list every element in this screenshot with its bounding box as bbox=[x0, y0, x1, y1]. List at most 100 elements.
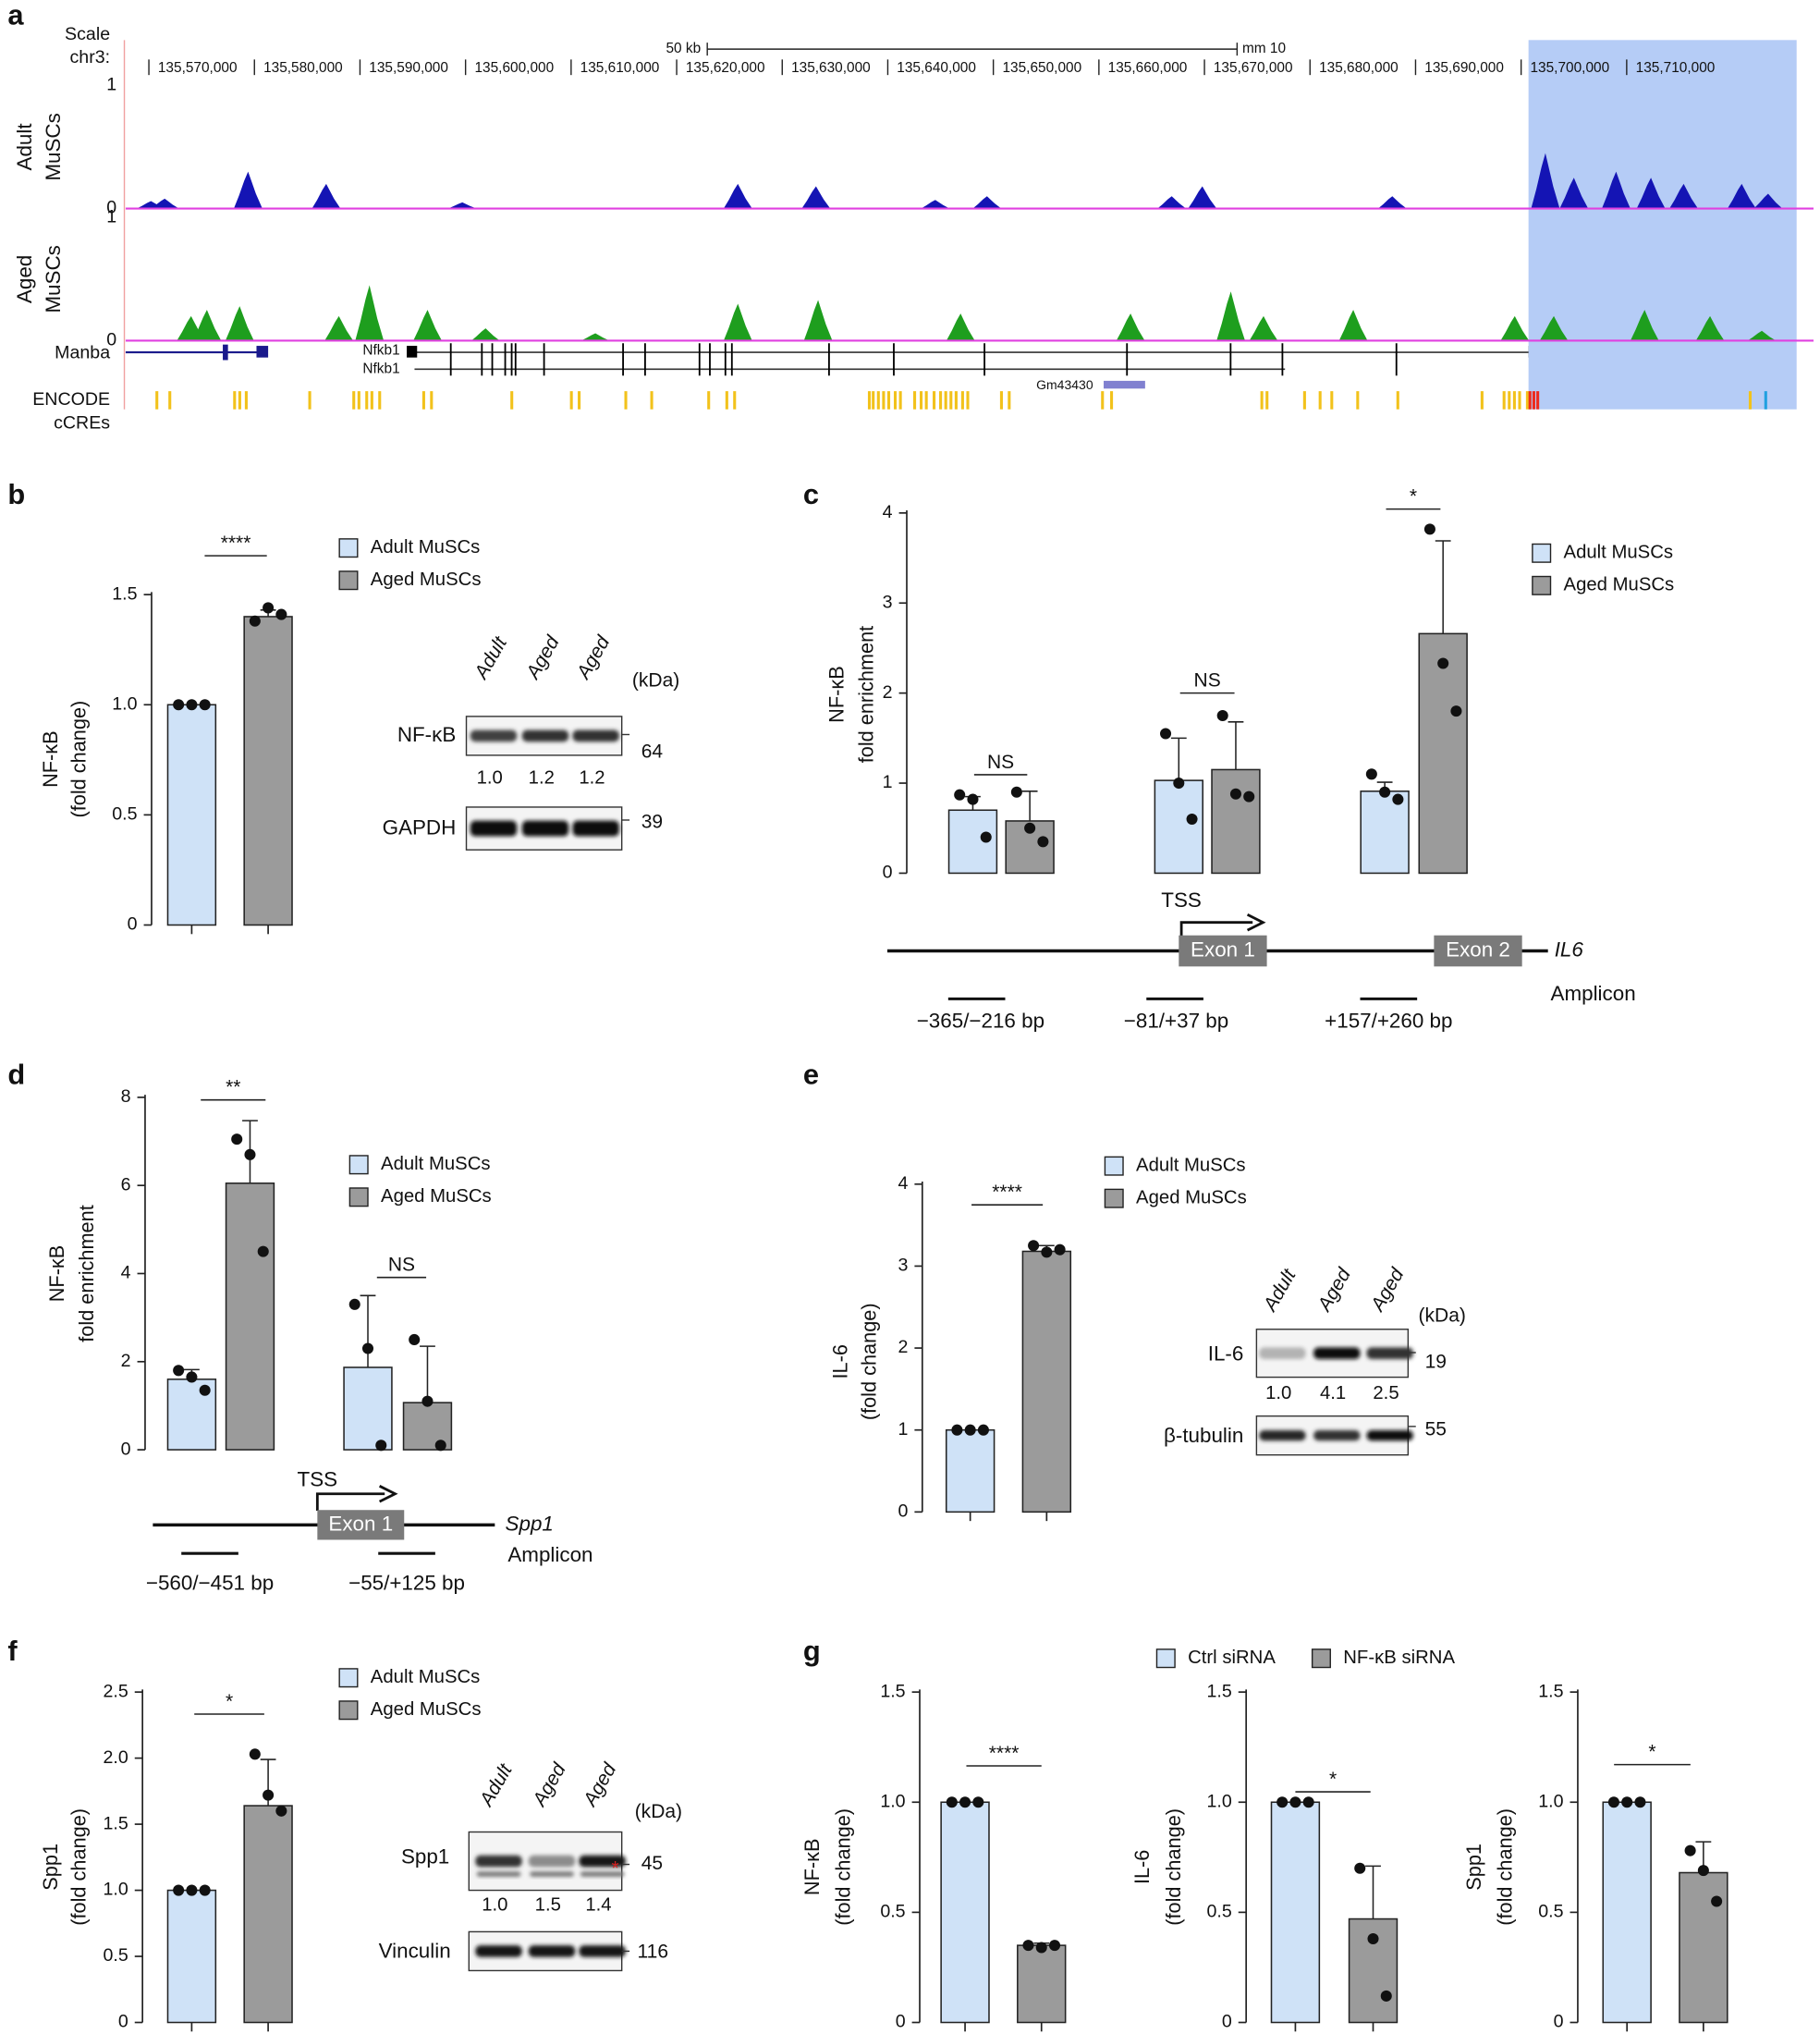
y-tick-label: 1.5 bbox=[112, 583, 137, 604]
blot-row-label: Spp1 bbox=[401, 1844, 449, 1868]
signal-peak bbox=[1753, 193, 1783, 209]
ccre-mark bbox=[725, 391, 728, 410]
ccre-mark bbox=[944, 391, 947, 410]
blot-band bbox=[580, 1871, 625, 1877]
data-point bbox=[1621, 1796, 1633, 1808]
unit-label: (kDa) bbox=[632, 670, 679, 692]
track-label: Adult bbox=[13, 123, 36, 171]
signal-peak bbox=[470, 328, 500, 341]
data-point bbox=[361, 1342, 374, 1354]
amplicon-label: −81/+37 bp bbox=[1124, 1010, 1228, 1033]
data-point bbox=[964, 1424, 976, 1436]
y-tick-label: 0 bbox=[883, 863, 893, 883]
lane-label: Adult bbox=[470, 632, 511, 684]
data-point bbox=[1392, 793, 1404, 805]
data-point bbox=[199, 1384, 211, 1396]
data-point bbox=[275, 1805, 287, 1817]
y-tick-label: 0 bbox=[118, 2012, 128, 2032]
signal-peak bbox=[803, 300, 833, 341]
unit-label: (kDa) bbox=[635, 1801, 682, 1822]
blot-band bbox=[1313, 1430, 1361, 1441]
data-point bbox=[1379, 786, 1391, 798]
signal-peak bbox=[150, 198, 179, 209]
exon-box bbox=[1434, 935, 1522, 967]
y-axis-label: (fold change) bbox=[67, 701, 91, 818]
panel-letter: a bbox=[7, 0, 24, 31]
ccre-mark bbox=[1528, 391, 1532, 410]
ccre-mark bbox=[966, 391, 970, 410]
tss-label: TSS bbox=[298, 1468, 338, 1491]
signal-peak bbox=[580, 333, 610, 341]
y-tick-label: 0 bbox=[896, 2012, 906, 2032]
y-axis-label: IL-6 bbox=[1130, 1850, 1154, 1884]
ccre-mark bbox=[893, 391, 898, 410]
blot-row-label: NF-κB bbox=[397, 723, 456, 746]
highlight-region bbox=[1528, 40, 1797, 410]
data-point bbox=[1054, 1244, 1066, 1256]
data-point bbox=[1450, 705, 1462, 717]
lane-label: Adult bbox=[475, 1759, 517, 1811]
y-tick-label: 2.0 bbox=[103, 1747, 128, 1768]
signal-peak bbox=[1216, 291, 1246, 341]
bar bbox=[1679, 1871, 1728, 2024]
exon-label: Exon 1 bbox=[1191, 937, 1255, 961]
ccre-mark bbox=[960, 391, 964, 410]
bar bbox=[1602, 1801, 1652, 2024]
legend-swatch bbox=[1532, 575, 1552, 595]
signal-peak bbox=[324, 315, 354, 341]
coord-label: 135,640,000 bbox=[897, 60, 976, 76]
data-point bbox=[1423, 523, 1435, 535]
ccre-mark bbox=[872, 391, 875, 410]
data-point bbox=[173, 699, 185, 711]
panel-letter: f bbox=[7, 1635, 18, 1667]
ccre-mark bbox=[1396, 391, 1399, 410]
bar bbox=[1021, 1250, 1072, 1513]
data-point bbox=[263, 602, 275, 614]
gene-models bbox=[125, 344, 1538, 389]
marker-label: 19 bbox=[1425, 1352, 1447, 1373]
data-point bbox=[1437, 657, 1449, 669]
track-tick-label: 0 bbox=[106, 198, 116, 218]
panel-letter: g bbox=[803, 1635, 821, 1667]
y-axis-label: NF-κB bbox=[824, 666, 848, 723]
y-tick-label: 2 bbox=[883, 682, 893, 703]
ccre-mark bbox=[352, 391, 356, 410]
ccre-mark bbox=[913, 391, 917, 410]
signal-peak bbox=[1727, 183, 1756, 209]
bar bbox=[243, 1805, 293, 2024]
quant-label: 2.5 bbox=[1373, 1383, 1399, 1403]
ccre-mark bbox=[510, 391, 514, 410]
ccre-mark bbox=[924, 391, 928, 410]
data-point bbox=[244, 1148, 256, 1160]
panel-letter: d bbox=[7, 1059, 25, 1091]
data-point bbox=[173, 1365, 185, 1377]
marker-label: 45 bbox=[641, 1853, 663, 1874]
lane-label: Aged bbox=[528, 1758, 570, 1811]
gene-name: IL6 bbox=[1555, 937, 1584, 961]
significance-label: * bbox=[1329, 1769, 1337, 1790]
panel-letter: b bbox=[7, 478, 25, 510]
track-tick-label: 1 bbox=[106, 75, 116, 95]
data-point bbox=[231, 1133, 243, 1146]
quant-label: 1.5 bbox=[535, 1895, 561, 1916]
ccre-mark bbox=[920, 391, 923, 410]
data-point bbox=[434, 1440, 446, 1452]
legend-label: Adult MuSCs bbox=[371, 537, 481, 558]
bar bbox=[1211, 768, 1261, 875]
data-point bbox=[1367, 1932, 1379, 1944]
data-point bbox=[1634, 1796, 1646, 1808]
data-point bbox=[946, 1796, 958, 1808]
y-tick-label: 1.5 bbox=[880, 1681, 905, 1701]
ccre-mark bbox=[867, 391, 872, 410]
data-point bbox=[954, 789, 966, 801]
quant-label: 4.1 bbox=[1320, 1383, 1346, 1403]
signal-peak bbox=[1539, 315, 1569, 341]
ccre-mark bbox=[999, 391, 1003, 410]
legend-label: Aged MuSCs bbox=[1564, 575, 1675, 595]
data-point bbox=[1173, 778, 1185, 790]
ccre-mark bbox=[1008, 391, 1011, 410]
y-axis-label: NF-κB bbox=[45, 1245, 68, 1303]
ccre-mark bbox=[1330, 391, 1334, 410]
exon-box bbox=[317, 1510, 405, 1540]
y-tick-label: 0.5 bbox=[880, 1902, 905, 1922]
